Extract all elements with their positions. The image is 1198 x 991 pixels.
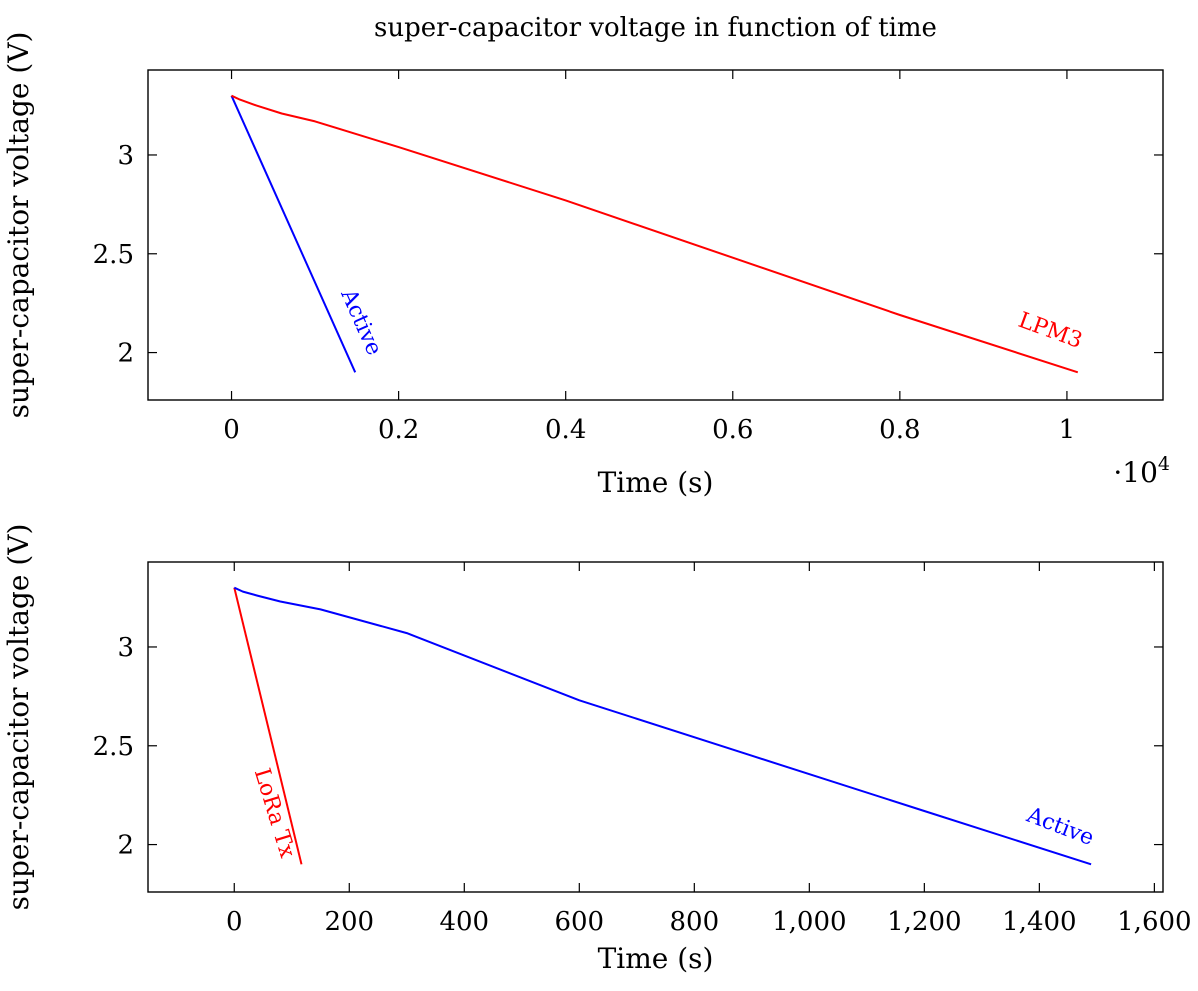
y-tick-label: 2 [117, 339, 134, 369]
series-line-lora-tx [233, 587, 303, 865]
x-tick-label: 800 [669, 907, 719, 937]
y-tick-label: 3 [117, 141, 134, 171]
series-line-active [230, 95, 357, 373]
x-tick-label: 200 [324, 907, 374, 937]
series-line-active [233, 586, 1092, 866]
x-axis-label: Time (s) [598, 466, 714, 499]
y-tick-label: 3 [117, 633, 134, 663]
series-label-lpm3: LPM3 [1015, 308, 1086, 354]
x-tick-label: 0.8 [879, 415, 920, 445]
x-tick-label: 1,200 [887, 907, 961, 937]
plot-frame [147, 69, 1164, 401]
x-scale-exponent: 4 [1158, 453, 1170, 475]
x-tick-label: 1,600 [1117, 907, 1191, 937]
chart-2: 0 200 400 600 800 1,000 1,200 1,400 1,600 2 2.5 3 Ti… [2, 524, 1192, 975]
series-label-active: Active [1022, 802, 1097, 851]
y-tick-label: 2.5 [93, 240, 134, 270]
x-tick-label: 0 [226, 907, 243, 937]
x-scale-base: ·10 [1113, 456, 1158, 489]
y-axis-label: super-capacitor voltage (V) [2, 524, 35, 911]
y-axis-label: super-capacitor voltage (V) [2, 32, 35, 419]
x-tick-label: 0.2 [378, 415, 419, 445]
y-tick-label: 2 [117, 831, 134, 861]
x-tick-label: 400 [439, 907, 489, 937]
series-line-lpm3 [231, 94, 1079, 374]
x-tick-label: 1,000 [772, 907, 846, 937]
plot-frame [147, 561, 1164, 893]
chart-title: super-capacitor voltage in function of t… [374, 13, 937, 43]
x-tick-label: 1 [1059, 415, 1076, 445]
series-label-lora-tx: LoRa Tx [249, 765, 300, 861]
y-tick-label: 2.5 [93, 732, 134, 762]
x-tick-label: 0 [223, 415, 240, 445]
x-scale-factor: ·104 [1113, 453, 1170, 489]
x-tick-label: 600 [554, 907, 604, 937]
x-tick-label: 1,400 [1002, 907, 1076, 937]
x-tick-label: 0.4 [545, 415, 586, 445]
series-label-active: Active [335, 285, 387, 360]
x-axis-label: Time (s) [598, 942, 714, 975]
chart-1: super-capacitor voltage in function of t… [2, 13, 1170, 499]
x-tick-label: 0.6 [712, 415, 753, 445]
